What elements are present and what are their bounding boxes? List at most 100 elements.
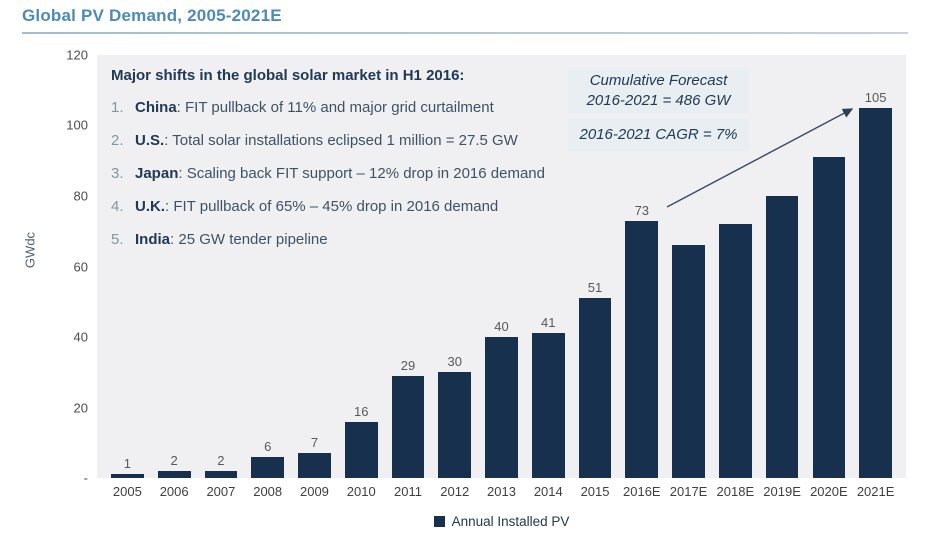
- bar-value-label: 51: [587, 280, 603, 296]
- page-title: Global PV Demand, 2005-2021E: [22, 6, 282, 25]
- market-shifts-annotation: Major shifts in the global solar market …: [111, 66, 601, 263]
- bar-2013: [485, 337, 518, 478]
- bar-2016E: [625, 220, 659, 478]
- bar-cell-2011: 29: [385, 55, 432, 478]
- bar-2011: [391, 375, 425, 478]
- y-axis-title: GWdc: [22, 231, 38, 269]
- list-item-number: 4.: [111, 198, 124, 215]
- bar-2010: [344, 421, 378, 478]
- list-item: 4. U.K.: FIT pullback of 65% – 45% drop i…: [111, 197, 601, 216]
- bar-cell-2005: 1: [104, 55, 151, 478]
- y-axis-tick-label: 100: [66, 117, 88, 133]
- bar-2005: [111, 474, 144, 478]
- annotation-heading: Major shifts in the global solar market …: [111, 67, 465, 84]
- bar-cell-2019E: [759, 55, 806, 478]
- bar-value-label: 2: [217, 452, 225, 468]
- bar-2015: [578, 298, 612, 478]
- y-axis-tick-label: -: [83, 470, 88, 486]
- bar-value-label: 105: [864, 89, 887, 105]
- x-axis-label: 2012: [440, 484, 470, 499]
- x-axis-label: 2008: [253, 484, 283, 499]
- list-item-country: U.S.: [135, 132, 165, 149]
- bar-cell-2021E: 105: [852, 55, 899, 478]
- bar-2020E: [812, 157, 846, 478]
- bar-2008: [251, 456, 285, 478]
- x-axis-label: 2006: [159, 484, 189, 499]
- list-item-number: 5.: [111, 231, 124, 248]
- bar-2017E: [672, 245, 705, 478]
- bar-cell-2009: 7: [291, 55, 338, 478]
- legend: Annual Installed PV: [97, 514, 906, 529]
- bar-cell-2020E: [805, 55, 852, 478]
- x-axis-label: 2005: [112, 484, 142, 499]
- list-item-country: China: [135, 99, 177, 116]
- cumulative-forecast-callout: Cumulative Forecast 2016-2021 = 486 GW: [568, 68, 749, 113]
- bar-cell-2015: 51: [572, 55, 619, 478]
- bar-cell-2007: 2: [198, 55, 245, 478]
- list-item: 3. Japan: Scaling back FIT support – 12% …: [111, 164, 601, 183]
- x-axis-label: 2016E: [623, 484, 661, 499]
- list-item-country: U.K.: [135, 198, 165, 215]
- bar-value-label: 41: [541, 315, 556, 331]
- bar-cell-2016E: 73: [618, 55, 665, 478]
- bar-2019E: [765, 196, 799, 478]
- bar-cell-2006: 2: [151, 55, 198, 478]
- list-item-number: 3.: [111, 165, 124, 182]
- market-shifts-list: 1. China: FIT pullback of 11% and major g…: [111, 98, 601, 249]
- y-axis-tick-label: 80: [73, 188, 88, 204]
- callout-line-1: Cumulative Forecast: [589, 72, 728, 89]
- bar-2007: [204, 470, 238, 478]
- bar-value-label: 73: [634, 202, 650, 218]
- legend-swatch-icon: [433, 516, 445, 527]
- bar-value-label: 16: [353, 403, 369, 419]
- list-item-text: : FIT pullback of 65% – 45% drop in 2016…: [165, 198, 499, 215]
- bar-value-label: 30: [447, 354, 462, 370]
- bar-2021E: [859, 107, 892, 478]
- bar-cell-2017E: [665, 55, 712, 478]
- callout-cagr-text: 2016-2021 CAGR = 7%: [579, 126, 738, 143]
- x-axis-label: 2019E: [763, 484, 801, 499]
- list-item-number: 1.: [111, 99, 124, 116]
- bar-2009: [298, 453, 331, 478]
- x-axis-label: 2018E: [716, 484, 755, 499]
- y-axis: 120 100 80 60 40 20 -: [0, 48, 88, 486]
- y-axis-tick-label: 120: [66, 47, 88, 63]
- bar-cell-2018E: [712, 55, 759, 478]
- list-item: 2. U.S.: Total solar installations eclips…: [111, 131, 601, 150]
- list-item: 5. India: 25 GW tender pipeline: [111, 230, 601, 249]
- list-item-text: : FIT pullback of 11% and major grid cur…: [176, 99, 494, 116]
- bar-cell-2008: 6: [244, 55, 291, 478]
- x-axis-label: 2015: [580, 484, 610, 499]
- list-item-number: 2.: [111, 132, 124, 149]
- x-axis-label: 2009: [299, 484, 329, 499]
- cagr-callout: 2016-2021 CAGR = 7%: [568, 119, 749, 151]
- x-axis-label: 2020E: [810, 484, 848, 499]
- list-item-text: : 25 GW tender pipeline: [170, 231, 328, 248]
- bar-value-label: 29: [400, 357, 416, 373]
- x-axis-labels: 2005 2006 2007 2008 2009 2010 2011 2012 2013 2014…: [97, 484, 906, 499]
- list-item: 1. China: FIT pullback of 11% and major g…: [111, 98, 601, 117]
- legend-label: Annual Installed PV: [451, 514, 570, 529]
- bar-cell-2010: 16: [338, 55, 385, 478]
- callout-line-2: 2016-2021 = 486 GW: [586, 92, 731, 109]
- x-axis-label: 2007: [206, 484, 236, 499]
- bar-2006: [157, 470, 191, 478]
- y-axis-tick-label: 40: [73, 329, 88, 345]
- bars-row: 1 2 2 6 7 16 29 30 40 41 51 73 105: [97, 55, 906, 478]
- bar-cell-2012: 30: [431, 55, 478, 478]
- x-axis-label: 2021E: [856, 484, 895, 499]
- bar-value-label: 6: [264, 438, 272, 454]
- bar-2012: [438, 372, 472, 478]
- list-item-country: Japan: [135, 165, 179, 182]
- x-axis-label: 2014: [533, 484, 563, 499]
- bar-value-label: 7: [310, 435, 319, 451]
- bar-value-label: 1: [123, 456, 131, 472]
- list-item-text: : Scaling back FIT support – 12% drop in…: [178, 165, 545, 182]
- bar-value-label: 40: [494, 319, 509, 335]
- title-underline: [22, 32, 908, 34]
- x-axis-label: 2011: [393, 484, 422, 499]
- x-axis-label: 2013: [487, 484, 516, 499]
- x-axis-label: 2017E: [669, 484, 708, 499]
- y-axis-tick-label: 20: [73, 400, 88, 415]
